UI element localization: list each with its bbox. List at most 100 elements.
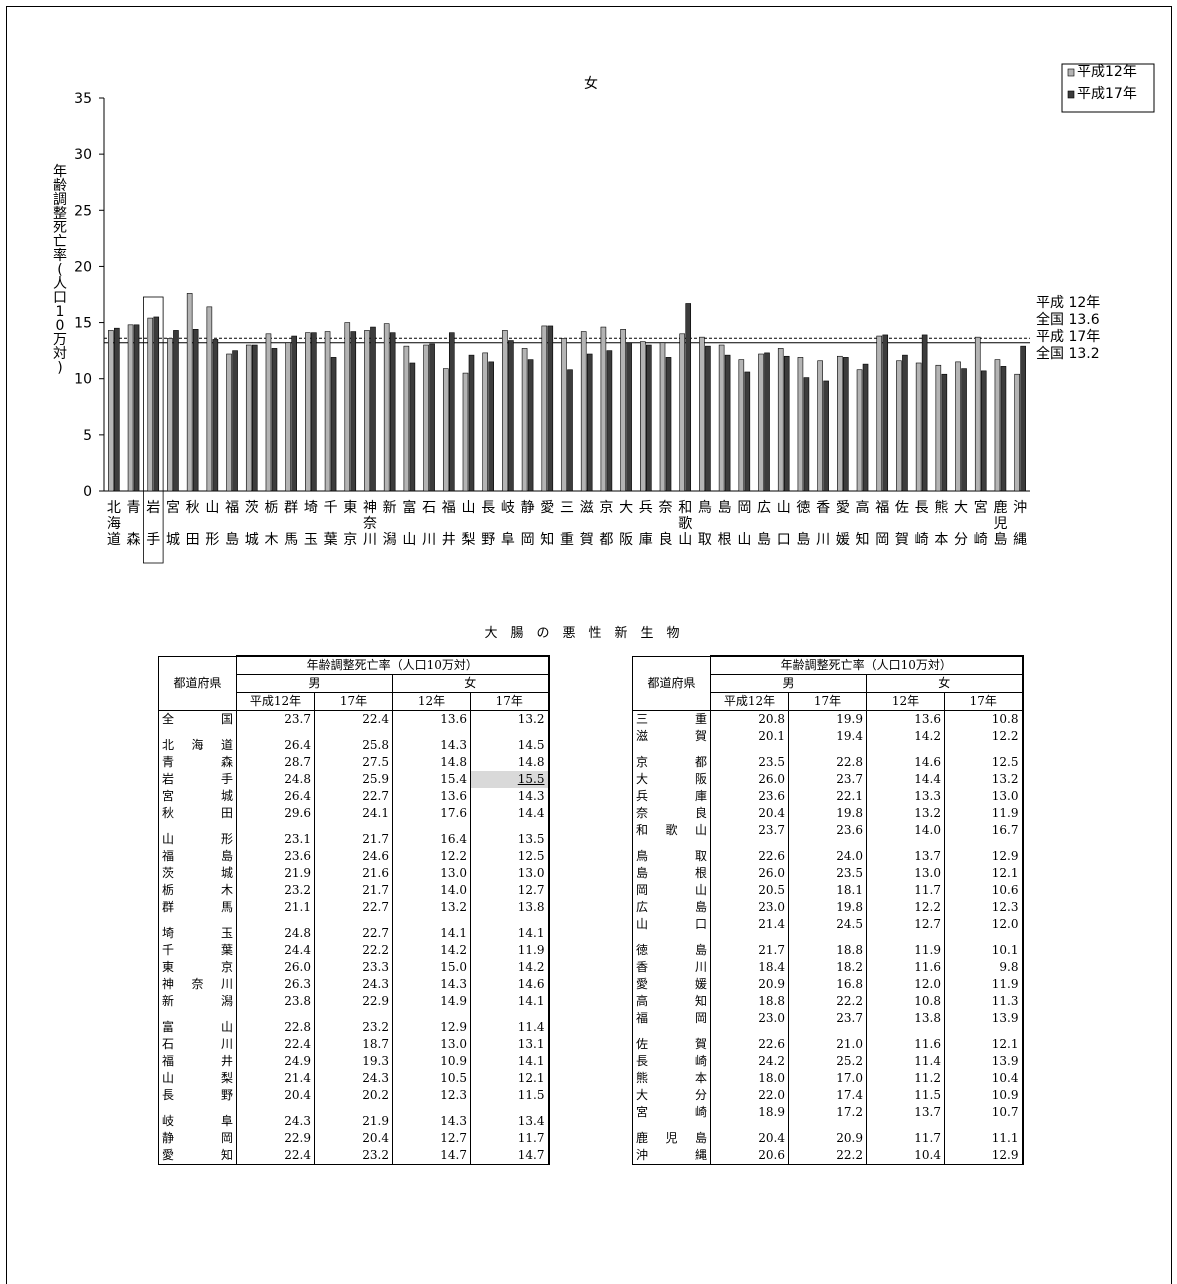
table-gap	[236, 822, 315, 831]
tables-title: 大腸の悪性新生物	[484, 626, 693, 641]
y-tick-label: 35	[74, 91, 92, 107]
table-row: 愛知 22.4 23.2 14.7 14.7	[158, 1147, 550, 1165]
bar-h17	[429, 343, 435, 492]
value-m12: 18.0	[710, 1070, 789, 1087]
bar-h17	[724, 354, 731, 492]
pref-name: 埼玉	[158, 925, 237, 942]
value-f12: 13.6	[392, 710, 471, 728]
value-f17: 16.7	[944, 822, 1024, 839]
value-m12: 18.8	[710, 993, 789, 1010]
header-year: 平成12年	[710, 692, 789, 711]
value-m17: 19.3	[314, 1053, 393, 1070]
value-m12: 24.9	[236, 1053, 315, 1070]
table-gap	[632, 839, 711, 848]
page-frame	[6, 6, 1172, 1284]
pref-name: 長崎	[632, 1053, 711, 1070]
pref-name: 群馬	[158, 899, 237, 916]
bar-h12	[423, 344, 429, 492]
header-year: 17年	[944, 692, 1024, 711]
table-row: 福井 24.9 19.3 10.9 14.1	[158, 1053, 550, 1070]
value-f17: 14.1	[470, 925, 550, 942]
table-gap	[866, 745, 945, 754]
value-f17: 14.8	[470, 754, 550, 771]
value-f12: 13.0	[866, 865, 945, 882]
value-f17: 11.5	[470, 1087, 550, 1104]
x-tick-label: 高知	[856, 499, 870, 548]
bar-h12	[442, 368, 449, 492]
table-gap	[710, 745, 789, 754]
pref-name: 奈良	[632, 805, 711, 822]
pref-name: 鹿児島	[632, 1130, 711, 1147]
value-f17: 11.7	[470, 1130, 550, 1147]
x-tick-label: 神奈川	[363, 500, 377, 548]
table-row: 愛媛 20.9 16.8 12.0 11.9	[632, 976, 1024, 993]
bar-h17	[646, 344, 652, 492]
value-f12: 10.8	[866, 993, 945, 1010]
bar-h12	[403, 345, 410, 492]
bar-h12	[108, 330, 114, 492]
value-m12: 22.6	[710, 848, 789, 865]
value-m17: 22.7	[314, 899, 393, 916]
table-row: 富山 22.8 23.2 12.9 11.4	[158, 1019, 550, 1036]
bar-h17	[291, 335, 297, 492]
table-gap	[470, 1010, 550, 1019]
table-row: 熊本 18.0 17.0 11.2 10.4	[632, 1070, 1024, 1087]
pref-name: 全国	[158, 710, 237, 728]
header-group: 年齢調整死亡率（人口10万対）	[236, 655, 550, 675]
table-gap	[158, 1104, 237, 1113]
pref-name: 香川	[632, 959, 711, 976]
table-gap	[632, 1027, 711, 1036]
table-gap	[788, 933, 867, 942]
value-f12: 14.3	[392, 976, 471, 993]
value-f12: 14.0	[392, 882, 471, 899]
pref-name: 京都	[632, 754, 711, 771]
bar-h12	[206, 306, 213, 492]
value-f17: 13.2	[470, 710, 550, 728]
bar-h12	[383, 323, 390, 492]
bar-h12	[777, 348, 784, 492]
value-f17: 14.7	[470, 1147, 550, 1165]
table-row: 奈良 20.4 19.8 13.2 11.9	[632, 805, 1024, 822]
value-m12: 23.7	[236, 710, 315, 728]
table-row: 東京 26.0 23.3 15.0 14.2	[158, 959, 550, 976]
x-tick-label: 富山	[402, 499, 416, 548]
table-row: 京都 23.5 22.8 14.6 12.5	[632, 754, 1024, 771]
header-year: 12年	[392, 692, 471, 711]
value-m12: 23.8	[236, 993, 315, 1010]
value-f12: 14.8	[392, 754, 471, 771]
value-f17: 14.2	[470, 959, 550, 976]
bar-h17	[488, 361, 494, 492]
reference-value-label: 全国 13.6	[1036, 311, 1100, 328]
bar-h12	[265, 333, 272, 492]
value-f12: 16.4	[392, 831, 471, 848]
value-f12: 11.5	[866, 1087, 945, 1104]
value-f12: 11.4	[866, 1053, 945, 1070]
value-f12: 12.2	[392, 848, 471, 865]
value-f17: 10.9	[944, 1087, 1024, 1104]
value-m17: 24.3	[314, 976, 393, 993]
bar-h17	[626, 342, 632, 492]
pref-name: 茨城	[158, 865, 237, 882]
bar-h12	[600, 326, 607, 492]
header-pref: 都道府県	[632, 655, 711, 711]
bar-h12	[561, 337, 567, 492]
value-m12: 18.4	[710, 959, 789, 976]
value-f17: 14.1	[470, 993, 550, 1010]
pref-name: 大阪	[632, 771, 711, 788]
y-tick-label: 15	[74, 316, 92, 332]
bar-h17	[1020, 345, 1026, 492]
pref-name: 愛媛	[632, 976, 711, 993]
value-f17: 11.9	[470, 942, 550, 959]
pref-name: 岐阜	[158, 1113, 237, 1130]
header-male: 男	[236, 674, 393, 693]
value-m12: 23.7	[710, 822, 789, 839]
table-gap	[236, 1010, 315, 1019]
pref-name: 佐賀	[632, 1036, 711, 1053]
header-female: 女	[392, 674, 550, 693]
bar-h17	[370, 326, 376, 492]
value-m12: 26.3	[236, 976, 315, 993]
x-tick-label: 愛媛	[836, 500, 850, 548]
value-m17: 18.2	[788, 959, 867, 976]
value-f17: 9.8	[944, 959, 1024, 976]
